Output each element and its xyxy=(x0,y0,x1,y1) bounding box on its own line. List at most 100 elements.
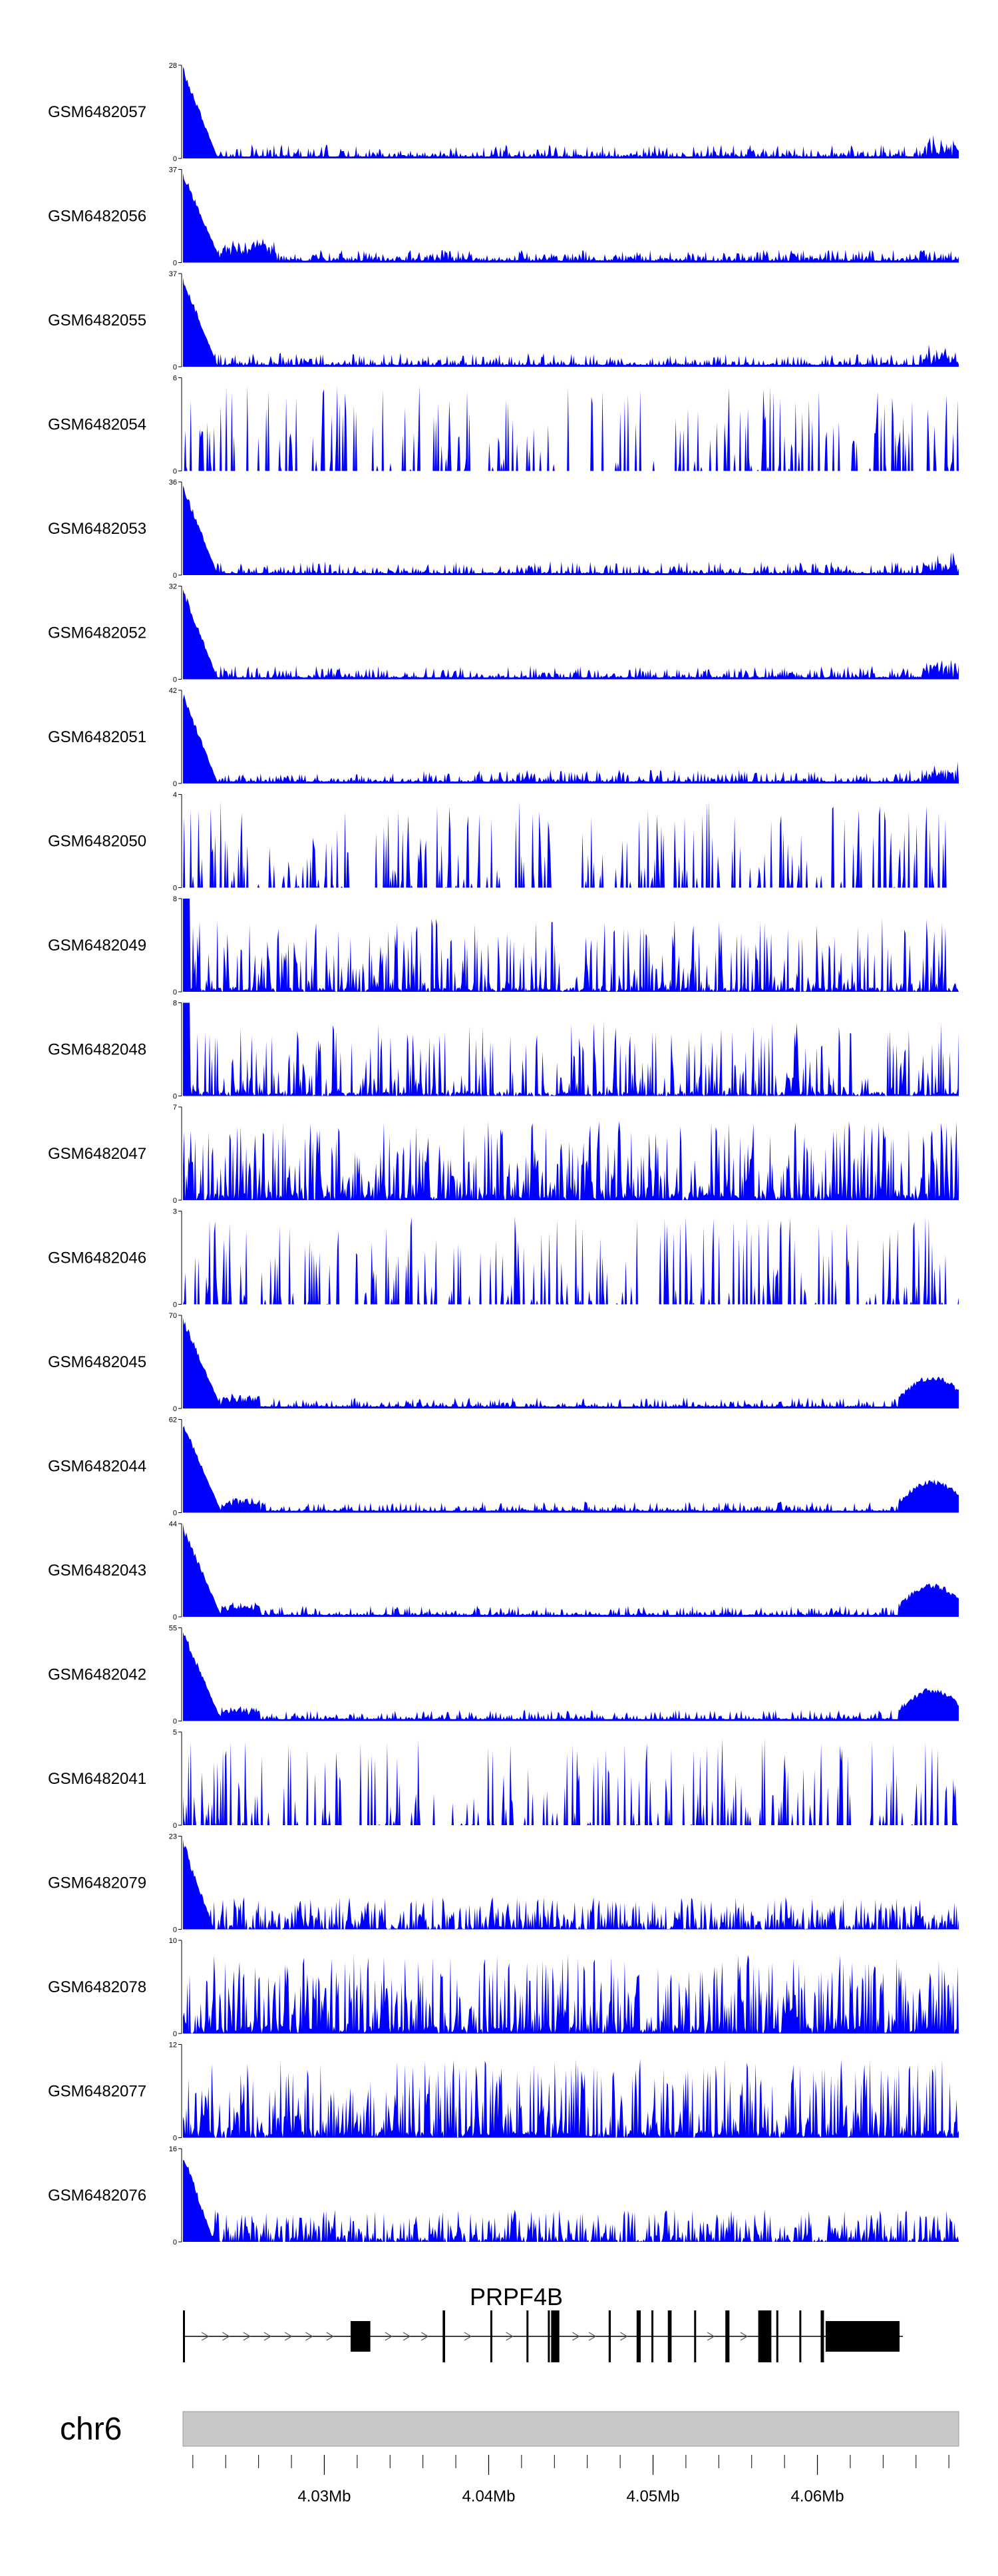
track-ymax-label: 70 xyxy=(169,1312,177,1320)
gene-exon xyxy=(776,2310,778,2362)
track-ymax-label: 8 xyxy=(173,1000,177,1008)
coverage-track: GSM6482041 5 0 xyxy=(48,1729,959,1830)
track-ymax-label: 12 xyxy=(169,2041,177,2049)
track-label: GSM6482052 xyxy=(48,624,146,642)
coverage-area xyxy=(183,485,959,575)
track-label: GSM6482044 xyxy=(48,1458,146,1476)
track-label: GSM6482056 xyxy=(48,208,146,226)
track-ymin-label: 0 xyxy=(173,1613,177,1621)
coverage-track: GSM6482042 55 0 xyxy=(48,1625,959,1726)
track-ymin-label: 0 xyxy=(173,2030,177,2038)
chromosome-label: chr6 xyxy=(60,2412,122,2447)
track-ymax-label: 4 xyxy=(173,791,177,799)
track-label: GSM6482047 xyxy=(48,1145,146,1163)
coverage-area xyxy=(183,899,959,992)
coverage-area xyxy=(183,1954,959,2034)
track-ymin-label: 0 xyxy=(173,1926,177,1934)
strand-arrow xyxy=(403,2332,411,2341)
strand-arrow xyxy=(243,2332,251,2341)
gene-exon xyxy=(799,2310,802,2362)
axis-tick-label: 4.04Mb xyxy=(462,2487,515,2505)
gene-exon xyxy=(490,2310,492,2362)
gene-exon xyxy=(825,2321,900,2352)
coverage-tracks: GSM6482057280GSM6482056370GSM6482055370G… xyxy=(48,62,959,2247)
coverage-track: GSM6482077 12 0 xyxy=(48,2041,959,2143)
coverage-area xyxy=(183,1425,959,1513)
track-ymax-label: 5 xyxy=(173,1729,177,1737)
track-ymin-label: 0 xyxy=(173,2239,177,2247)
gene-exon xyxy=(350,2321,371,2352)
track-ymax-label: 28 xyxy=(169,62,177,70)
coverage-area xyxy=(183,1524,959,1617)
coverage-track: GSM6482053 36 0 xyxy=(48,479,959,580)
track-label: GSM6482054 xyxy=(48,416,146,434)
gene-exon xyxy=(551,2310,560,2362)
strand-arrow xyxy=(263,2332,272,2341)
track-label: GSM6482077 xyxy=(48,2083,146,2101)
coverage-track: GSM6482044 62 0 xyxy=(48,1416,959,1518)
gene-exon xyxy=(725,2310,730,2362)
coverage-track: GSM6482050 4 0 xyxy=(48,791,959,893)
strand-arrow xyxy=(420,2332,429,2341)
track-ymin-label: 0 xyxy=(173,572,177,580)
coverage-track: GSM6482043 44 0 xyxy=(48,1520,959,1621)
track-ymin-label: 0 xyxy=(173,2135,177,2143)
strand-arrow xyxy=(326,2332,334,2341)
strand-arrow xyxy=(201,2332,210,2341)
track-ymin-label: 0 xyxy=(173,1301,177,1309)
track-ymax-label: 32 xyxy=(169,583,177,591)
gene-name-label: PRPF4B xyxy=(470,2283,563,2310)
axis-tick-label: 4.05Mb xyxy=(626,2487,679,2505)
coverage-track: GSM6482045 70 0 xyxy=(48,1312,959,1413)
gene-exon xyxy=(608,2310,611,2362)
track-label: GSM6482055 xyxy=(48,312,146,329)
track-ymin-label: 0 xyxy=(173,988,177,996)
track-ymax-label: 6 xyxy=(173,375,177,383)
coverage-area xyxy=(183,385,959,471)
track-ymax-label: 3 xyxy=(173,1208,177,1216)
track-label: GSM6482079 xyxy=(48,1874,146,1892)
track-label: GSM6482053 xyxy=(48,520,146,538)
coverage-track: GSM6482057 28 0 xyxy=(48,62,959,163)
track-ymax-label: 23 xyxy=(169,1833,177,1841)
strand-arrow xyxy=(620,2332,628,2341)
track-label: GSM6482045 xyxy=(48,1353,146,1371)
gene-exon xyxy=(651,2310,654,2362)
track-ymax-label: 16 xyxy=(169,2145,177,2153)
genome-axis-track: chr6 4.03Mb 4.04Mb 4.05Mb 4.06Mb xyxy=(60,2411,959,2505)
track-ymin-label: 0 xyxy=(173,885,177,893)
track-ymin-label: 0 xyxy=(173,1093,177,1101)
strand-arrow xyxy=(506,2332,514,2341)
track-label: GSM6482078 xyxy=(48,1978,146,1996)
track-label: GSM6482041 xyxy=(48,1770,146,1788)
track-ymin-label: 0 xyxy=(173,260,177,268)
coverage-area xyxy=(183,67,959,158)
coverage-area xyxy=(183,1839,959,1930)
track-ymin-label: 0 xyxy=(173,1405,177,1413)
coverage-area xyxy=(183,2058,959,2138)
coverage-area xyxy=(183,1737,959,1825)
track-label: GSM6482048 xyxy=(48,1041,146,1059)
track-ymin-label: 0 xyxy=(173,1510,177,1518)
track-label: GSM6482057 xyxy=(48,103,146,121)
track-label: GSM6482051 xyxy=(48,728,146,746)
track-ymax-label: 42 xyxy=(169,687,177,695)
coverage-track: GSM6482051 42 0 xyxy=(48,687,959,788)
gene-exon xyxy=(183,2310,185,2362)
track-label: GSM6482043 xyxy=(48,1562,146,1580)
coverage-track: GSM6482056 37 0 xyxy=(48,166,959,268)
gene-exon xyxy=(548,2310,550,2362)
axis-tick-label: 4.06Mb xyxy=(791,2487,844,2505)
coverage-track: GSM6482046 3 0 xyxy=(48,1208,959,1309)
gene-exon xyxy=(636,2310,641,2362)
track-label: GSM6482076 xyxy=(48,2187,146,2205)
coverage-area xyxy=(183,1317,959,1408)
track-ymin-label: 0 xyxy=(173,468,177,476)
coverage-area xyxy=(183,173,959,263)
track-ymin-label: 0 xyxy=(173,363,177,371)
axis-tick-label: 4.03Mb xyxy=(297,2487,351,2505)
track-ymax-label: 62 xyxy=(169,1416,177,1424)
track-ymax-label: 55 xyxy=(169,1625,177,1633)
coverage-area xyxy=(183,1121,959,1200)
